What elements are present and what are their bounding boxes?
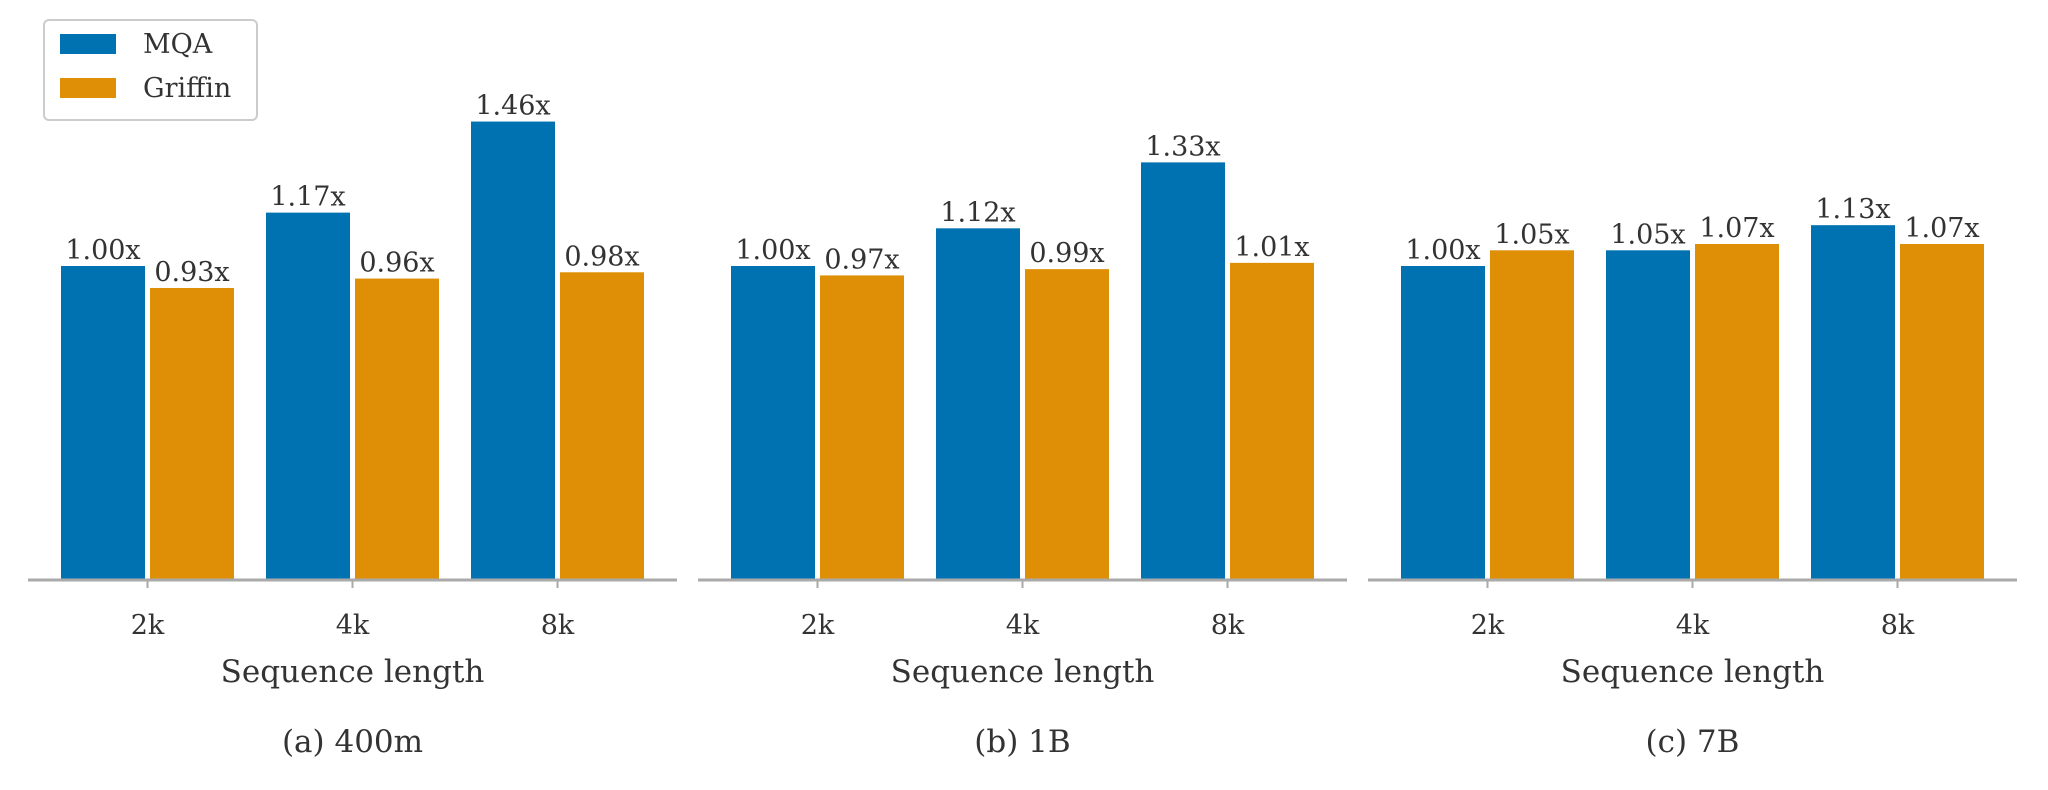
bar-griffin-4k	[355, 278, 439, 580]
x-tick-label-4k: 4k	[1676, 610, 1710, 641]
bar-griffin-8k	[1900, 244, 1984, 580]
data-label-mqa-8k: 1.33x	[1145, 131, 1220, 162]
chart-panel-2: 1.00x 0.97x 2k 1.12x 0.99x 4k 1.33x 1.01x 8k Sequ…	[698, 131, 1347, 760]
panel-caption: (c) 7B	[1646, 724, 1740, 760]
x-tick-label-4k: 4k	[336, 610, 370, 641]
data-label-mqa-4k: 1.12x	[940, 197, 1015, 228]
panel-caption: (a) 400m	[282, 724, 423, 760]
bar-mqa-2k	[731, 266, 815, 580]
data-label-mqa-8k: 1.46x	[475, 91, 550, 122]
data-label-mqa-8k: 1.13x	[1815, 194, 1890, 225]
bar-griffin-8k	[560, 272, 644, 580]
x-tick-label-4k: 4k	[1006, 610, 1040, 641]
x-tick-label-2k: 2k	[801, 610, 835, 641]
bar-griffin-2k	[150, 287, 234, 580]
bar-mqa-2k	[61, 266, 145, 580]
bar-mqa-4k	[1606, 250, 1690, 581]
data-label-griffin-4k: 0.96x	[359, 248, 434, 279]
x-axis-title: Sequence length	[1561, 654, 1825, 690]
data-label-griffin-8k: 1.07x	[1904, 213, 1979, 244]
legend-swatch-mqa	[60, 34, 116, 54]
bar-mqa-8k	[1811, 225, 1895, 580]
chart-panel-3: 1.00x 1.05x 2k 1.05x 1.07x 4k 1.13x 1.07x 8k Sequ…	[1368, 194, 2017, 760]
bar-griffin-4k	[1695, 244, 1779, 580]
bar-mqa-8k	[1141, 162, 1225, 580]
bar-griffin-2k	[820, 275, 904, 580]
bar-mqa-2k	[1401, 266, 1485, 580]
legend-swatch-griffin	[60, 78, 116, 98]
x-tick-label-8k: 8k	[1211, 610, 1245, 641]
bar-griffin-8k	[1230, 262, 1314, 580]
x-tick-label-2k: 2k	[131, 610, 165, 641]
x-tick-label-8k: 8k	[1881, 610, 1915, 641]
bar-mqa-4k	[266, 212, 350, 580]
data-label-griffin-8k: 0.98x	[564, 241, 639, 272]
data-label-griffin-2k: 0.93x	[154, 257, 229, 288]
panel-caption: (b) 1B	[974, 724, 1070, 760]
chart-panel-1: 1.00x 0.93x 2k 1.17x 0.96x 4k 1.46x 0.98x 8k Sequ…	[28, 91, 677, 760]
data-label-griffin-8k: 1.01x	[1234, 232, 1309, 263]
x-axis-title: Sequence length	[891, 654, 1155, 690]
data-label-mqa-2k: 1.00x	[65, 235, 140, 266]
bar-griffin-2k	[1490, 250, 1574, 581]
data-label-griffin-2k: 0.97x	[824, 244, 899, 275]
bar-mqa-8k	[471, 121, 555, 580]
x-tick-label-2k: 2k	[1471, 610, 1505, 641]
legend-label-griffin: Griffin	[143, 73, 231, 104]
x-axis-title: Sequence length	[221, 654, 485, 690]
legend: MQA Griffin	[43, 19, 258, 121]
data-label-mqa-4k: 1.05x	[1610, 219, 1685, 250]
data-label-mqa-2k: 1.00x	[735, 235, 810, 266]
bar-mqa-4k	[936, 228, 1020, 580]
data-label-mqa-4k: 1.17x	[270, 182, 345, 213]
data-label-griffin-4k: 0.99x	[1029, 238, 1104, 269]
x-tick-label-8k: 8k	[541, 610, 575, 641]
data-label-griffin-4k: 1.07x	[1699, 213, 1774, 244]
legend-label-mqa: MQA	[143, 29, 213, 60]
data-label-griffin-2k: 1.05x	[1494, 219, 1569, 250]
bar-griffin-4k	[1025, 269, 1109, 580]
data-label-mqa-2k: 1.00x	[1405, 235, 1480, 266]
